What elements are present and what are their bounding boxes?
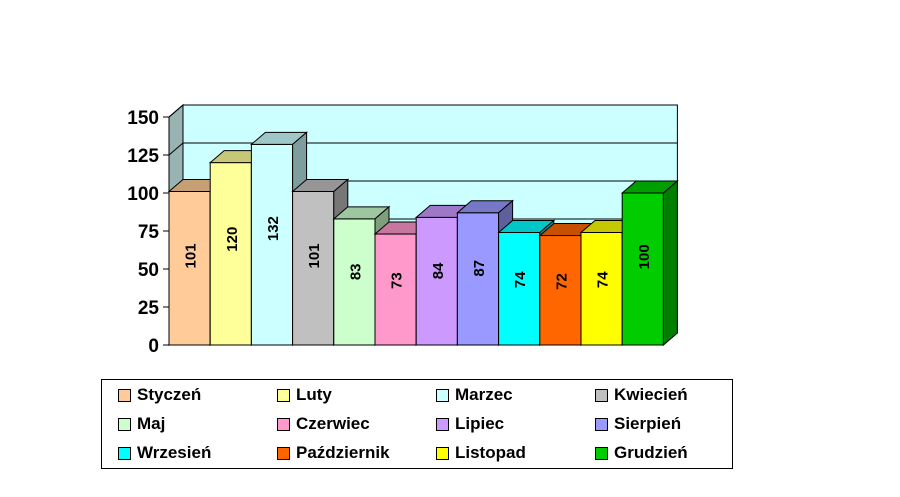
bar-10 (539, 235, 582, 346)
legend-label: Sierpień (614, 414, 682, 433)
data-label: 73 (389, 272, 406, 289)
data-label: 120 (224, 227, 241, 252)
bar-4 (292, 190, 335, 346)
legend-swatch (277, 446, 290, 460)
legend-swatch (277, 417, 290, 431)
legend-label: Listopad (455, 443, 526, 462)
legend-item: Sierpień (595, 413, 681, 435)
legend-item: Listopad (436, 442, 526, 464)
legend-label: Marzec (455, 385, 513, 404)
data-label: 87 (471, 260, 488, 277)
bar-side-12 (662, 179, 678, 347)
bar-6 (374, 233, 417, 346)
bar-5 (333, 218, 376, 346)
legend-swatch (436, 446, 449, 460)
gridline-150 (168, 104, 678, 118)
data-label: 101 (306, 243, 323, 268)
legend-swatch (436, 388, 449, 402)
data-label: 101 (183, 243, 200, 268)
legend-swatch (118, 446, 131, 460)
data-label: 132 (265, 216, 282, 241)
bar-7 (415, 216, 458, 346)
y-tick-label: 100 (127, 184, 159, 205)
data-label: 74 (595, 271, 612, 288)
legend-swatch (436, 417, 449, 431)
legend-item: Marzec (436, 384, 513, 406)
y-tick-label: 75 (138, 222, 160, 243)
y-tick-label: 50 (138, 260, 159, 281)
legend-swatch (595, 417, 608, 431)
legend-label: Październik (296, 443, 390, 462)
legend-item: Grudzień (595, 442, 688, 464)
legend-label: Styczeń (137, 385, 202, 404)
data-label: 74 (512, 271, 529, 288)
y-tick-label: 25 (138, 298, 160, 319)
legend-swatch (277, 388, 290, 402)
legend-item: Czerwiec (277, 413, 370, 435)
legend-item: Październik (277, 442, 390, 464)
bar-9 (498, 232, 541, 346)
legend-swatch (595, 446, 608, 460)
bar-2 (209, 162, 252, 346)
legend-item: Kwiecień (595, 384, 688, 406)
gridline-125 (168, 142, 678, 156)
legend-item: Lipiec (436, 413, 504, 435)
legend-item: Maj (118, 413, 165, 435)
legend-item: Wrzesień (118, 442, 211, 464)
y-tick-label: 125 (127, 146, 159, 167)
legend-label: Kwiecień (614, 385, 688, 404)
legend-label: Maj (137, 414, 166, 433)
legend-item: Styczeń (118, 384, 201, 406)
legend-label: Grudzień (614, 443, 688, 462)
legend-label: Wrzesień (137, 443, 212, 462)
data-label: 83 (347, 263, 364, 280)
data-label: 72 (553, 273, 570, 290)
data-label: 100 (636, 244, 653, 269)
bar-3 (250, 143, 294, 346)
legend-swatch (118, 417, 131, 431)
legend-label: Lipiec (455, 414, 505, 433)
legend-label: Czerwiec (296, 414, 370, 433)
legend-swatch (595, 388, 608, 402)
bar-8 (456, 212, 500, 346)
data-label: 84 (430, 262, 447, 279)
legend-label: Luty (296, 385, 332, 404)
y-tick-label: 0 (148, 336, 159, 357)
legend-item: Luty (277, 384, 332, 406)
legend: Styczeń Luty Marzec Kwiecień Maj Czerwiec Lipi… (101, 379, 733, 469)
legend-swatch (118, 388, 131, 402)
y-tick-label: 150 (127, 108, 159, 129)
